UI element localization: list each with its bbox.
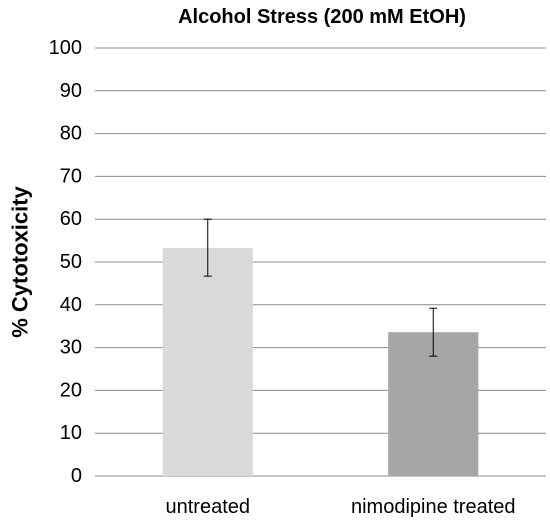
y-tick-label: 40 [60,294,82,316]
category-label: nimodipine treated [351,496,516,518]
y-tick-label: 70 [60,165,82,187]
y-tick-label: 90 [60,80,82,102]
category-labels: untreated nimodipine treated [165,496,515,518]
bars [162,247,479,476]
y-tick-label: 100 [49,37,82,59]
y-axis-label: % Cytotoxicity [8,185,33,337]
y-tick-label: 0 [71,465,82,487]
chart-title: Alcohol Stress (200 mM EtOH) [178,6,466,28]
y-tick-label: 50 [60,251,82,273]
y-tick-label: 30 [60,337,82,359]
category-label: untreated [165,496,250,518]
bar-0 [162,247,253,476]
y-axis-ticks: 0 10 20 30 40 50 60 70 80 90 100 [49,37,82,487]
y-tick-label: 80 [60,123,82,145]
y-tick-label: 60 [60,208,82,230]
error-bars [203,218,438,357]
y-tick-label: 20 [60,379,82,401]
y-tick-label: 10 [60,422,82,444]
